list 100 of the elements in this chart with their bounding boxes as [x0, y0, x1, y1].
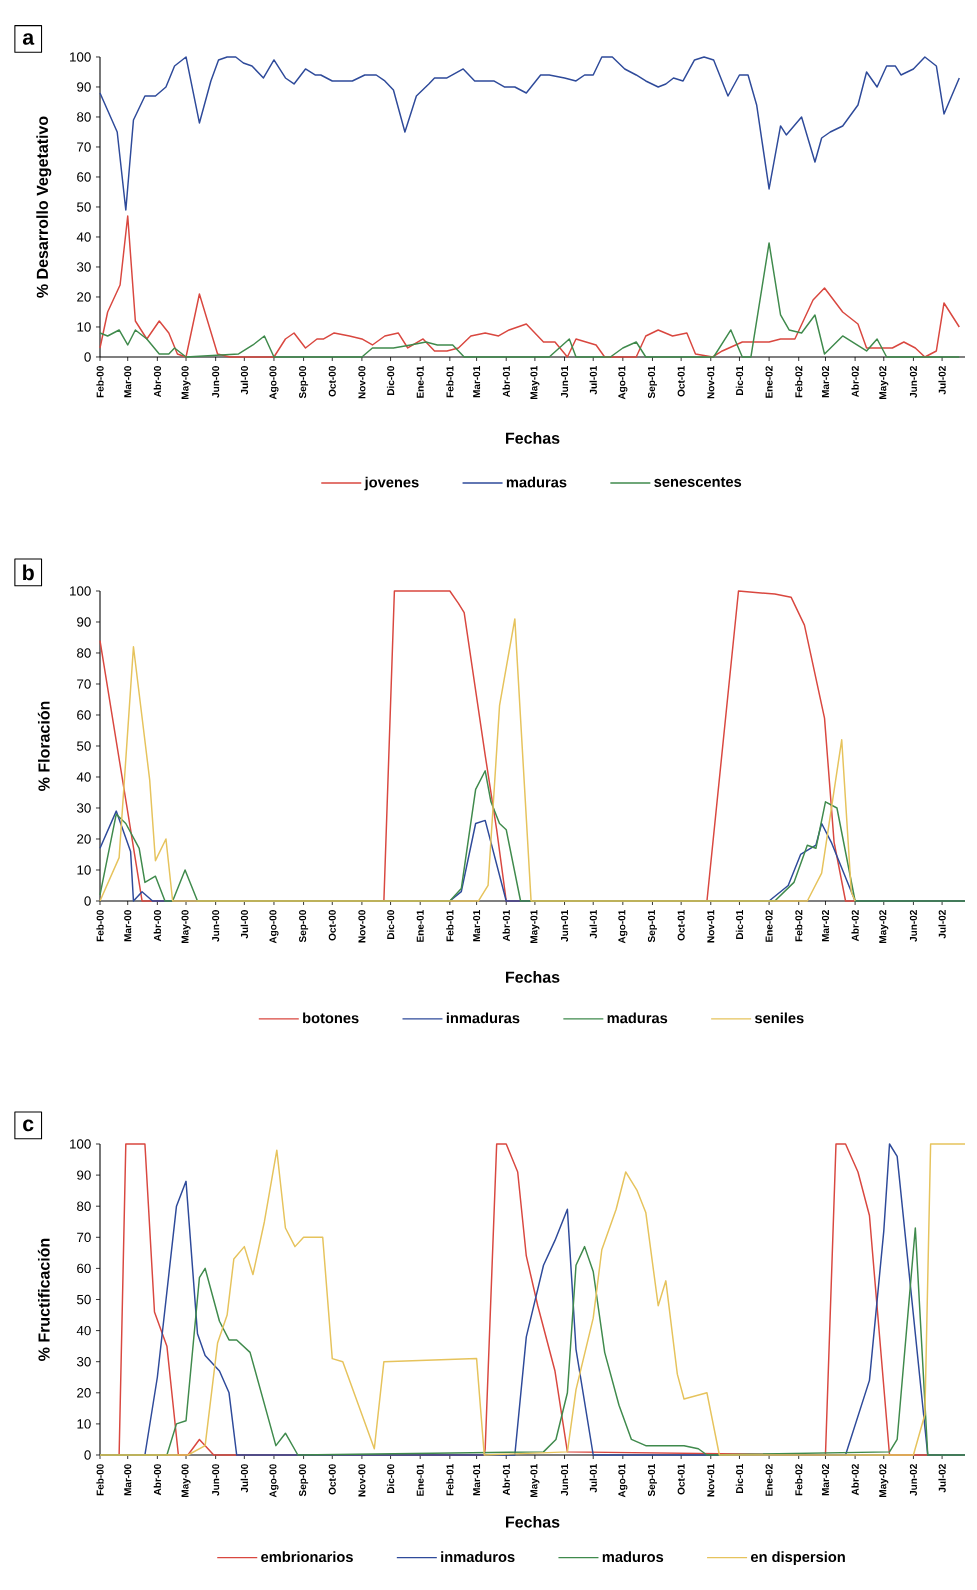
x-tick-label: Ago-00	[269, 1464, 279, 1498]
x-tick-label: Feb-00	[96, 910, 104, 942]
y-tick-label: 30	[76, 803, 91, 813]
x-tick-label: Nov-00	[358, 910, 366, 943]
x-tick-label: Ene-02	[765, 1464, 773, 1496]
x-tick-label: Oct-01	[677, 909, 685, 941]
y-tick-label: 20	[77, 1388, 91, 1398]
x-tick-label: Jun-01	[560, 365, 569, 398]
x-tick-label: Dic-00	[386, 1464, 395, 1494]
legend-label: maduros	[602, 1551, 664, 1563]
x-tick-label: Abr-01	[502, 909, 510, 942]
x-tick-label: Nov-01	[707, 909, 715, 943]
x-tick-label: Oct-01	[677, 365, 685, 397]
x-tick-label: Ene-01	[416, 365, 424, 398]
legend-label: maduras	[506, 476, 567, 488]
x-tick-label: Dic-01	[735, 1463, 744, 1494]
x-tick-label: Mar-00	[124, 366, 132, 398]
x-axis-title: Fechas	[506, 432, 560, 444]
x-tick-label: Abr-02	[851, 1464, 859, 1496]
x-tick-label: Oct-00	[328, 1464, 336, 1495]
legend-label: maduras	[607, 1012, 668, 1024]
y-tick-label: 70	[77, 1232, 91, 1243]
y-tick-label: 100	[70, 586, 91, 596]
x-tick-label: Sep-00	[299, 366, 309, 399]
legend-label: senescentes	[654, 477, 742, 487]
x-tick-label: Abr-00	[153, 910, 162, 942]
x-tick-label: Ago-01	[618, 909, 628, 944]
y-tick-label: 100	[70, 1139, 91, 1149]
y-tick-label: 20	[77, 292, 91, 302]
legend-label: botones	[303, 1012, 359, 1024]
x-tick-label: Jun-00	[212, 366, 220, 398]
x-tick-label: Dic-00	[386, 366, 395, 396]
x-tick-label: Abr-00	[153, 1464, 162, 1496]
x-tick-label: Jul-01	[589, 1463, 597, 1493]
x-tick-label: May-00	[181, 1464, 191, 1497]
x-tick-label: Dic-01	[735, 365, 744, 396]
y-tick-label: 30	[76, 1356, 91, 1367]
y-axis-title: % Floración	[37, 701, 50, 791]
x-tick-label: May-00	[181, 366, 191, 399]
legend-label: inmaduros	[441, 1551, 515, 1563]
x-tick-label: Dic-00	[386, 910, 395, 940]
x-tick-label: Oct-00	[328, 910, 336, 941]
x-tick-label: Ago-00	[269, 910, 279, 944]
x-tick-label: May-01	[530, 909, 540, 943]
x-tick-label: Sep-01	[647, 365, 657, 399]
y-tick-label: 60	[77, 710, 91, 720]
x-tick-label: May-00	[181, 910, 191, 943]
text: c	[23, 1119, 34, 1132]
y-tick-label: 80	[77, 1201, 91, 1211]
x-tick-label: Feb-00	[96, 366, 104, 398]
x-tick-label: Ene-01	[416, 1463, 424, 1496]
x-tick-label: May-01	[530, 1463, 540, 1497]
x-tick-label: Abr-00	[153, 366, 162, 398]
x-tick-label: Jun-02	[909, 910, 917, 942]
y-tick-label: 50	[77, 1294, 91, 1305]
y-tick-label: 50	[77, 202, 91, 212]
text: a	[22, 33, 35, 45]
x-tick-label: Mar-02	[821, 1464, 830, 1496]
x-tick-label: Abr-02	[851, 910, 859, 942]
x-axis-title: Fechas	[506, 971, 560, 983]
y-tick-label: 20	[77, 834, 91, 844]
y-tick-label: 60	[77, 1263, 91, 1274]
x-tick-label: Ene-02	[765, 366, 773, 398]
y-tick-label: 90	[77, 82, 91, 92]
y-tick-label: 0	[84, 896, 91, 906]
y-tick-label: 40	[76, 232, 91, 242]
x-tick-label: Abr-01	[502, 365, 510, 398]
x-tick-label: Feb-01	[446, 365, 454, 398]
x-tick-label: Feb-01	[446, 909, 454, 942]
x-tick-label: May-02	[879, 1464, 889, 1497]
y-tick-label: 90	[77, 1170, 91, 1180]
x-tick-label: Ago-01	[618, 365, 628, 400]
x-tick-label: Sep-01	[647, 1463, 657, 1497]
x-tick-label: Mar-02	[821, 910, 830, 942]
x-tick-label: Nov-00	[358, 1464, 366, 1497]
x-tick-label: Feb-02	[795, 366, 803, 398]
x-tick-label: Mar-00	[124, 910, 132, 942]
y-tick-label: 40	[76, 1325, 91, 1336]
x-axis-title: Fechas	[506, 1516, 560, 1528]
x-tick-label: Sep-00	[299, 1464, 309, 1497]
x-tick-label: Jun-01	[560, 909, 569, 942]
y-tick-label: 10	[77, 322, 91, 332]
x-tick-label: Ago-01	[618, 1463, 628, 1498]
y-tick-label: 80	[77, 112, 91, 122]
legend-label: jovenes	[364, 476, 419, 491]
x-tick-label: Jul-00	[240, 366, 249, 395]
x-tick-label: Nov-00	[358, 366, 366, 399]
x-tick-label: Jul-00	[240, 1464, 249, 1493]
legend-label: embrionarios	[261, 1551, 353, 1563]
y-tick-label: 100	[70, 52, 91, 62]
y-tick-label: 50	[77, 741, 91, 751]
x-tick-label: Mar-02	[821, 366, 830, 398]
x-tick-label: Jun-00	[212, 1464, 220, 1496]
y-tick-label: 60	[77, 172, 91, 182]
x-tick-label: Abr-02	[851, 366, 859, 398]
y-tick-label: 10	[77, 1419, 91, 1429]
x-tick-label: Jun-00	[212, 910, 220, 942]
x-tick-label: May-02	[879, 910, 889, 943]
x-tick-label: Ene-01	[416, 909, 424, 942]
y-tick-label: 0	[84, 1450, 91, 1460]
